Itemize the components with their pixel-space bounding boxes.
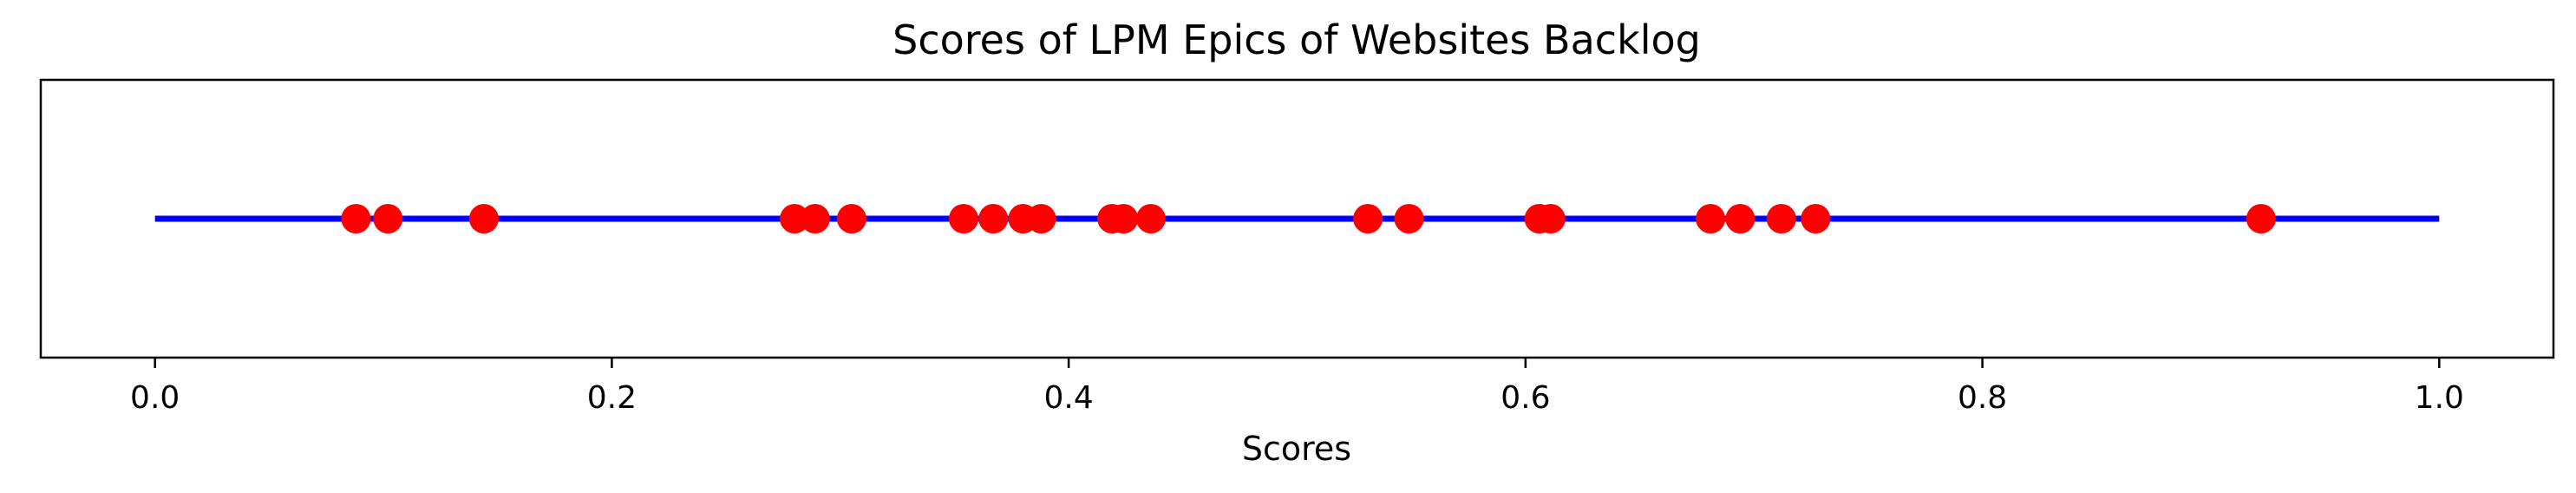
data-point [1353,204,1383,233]
data-point [2246,204,2276,233]
data-point [1696,204,1726,233]
x-tick-label: 0.2 [587,380,637,416]
data-point [1725,204,1755,233]
data-point [1766,204,1796,233]
x-tick-label: 0.4 [1044,380,1094,416]
data-point [468,204,499,233]
x-tick-label: 0.8 [1958,380,2007,416]
data-points [341,204,2276,233]
x-axis-ticks: 0.0 0.2 0.4 0.6 0.8 1.0 [130,358,2464,416]
data-point [1108,204,1139,233]
data-point [1801,204,1831,233]
plot-frame [39,78,2555,359]
data-point [341,204,371,233]
data-point [1535,204,1566,233]
data-point [1135,204,1166,233]
x-tick-label: 0.0 [130,380,180,416]
data-point [780,204,810,233]
chart-title: Scores of LPM Epics of Websites Backlog [892,16,1701,63]
x-tick-label: 0.6 [1500,380,1550,416]
x-axis-label: Scores [1242,430,1351,468]
data-point [1394,204,1424,233]
data-point [800,204,830,233]
data-point [978,204,1009,233]
data-point [836,204,866,233]
data-point [373,204,403,233]
data-point [1026,204,1056,233]
x-tick-label: 1.0 [2415,380,2464,416]
data-point [948,204,978,233]
